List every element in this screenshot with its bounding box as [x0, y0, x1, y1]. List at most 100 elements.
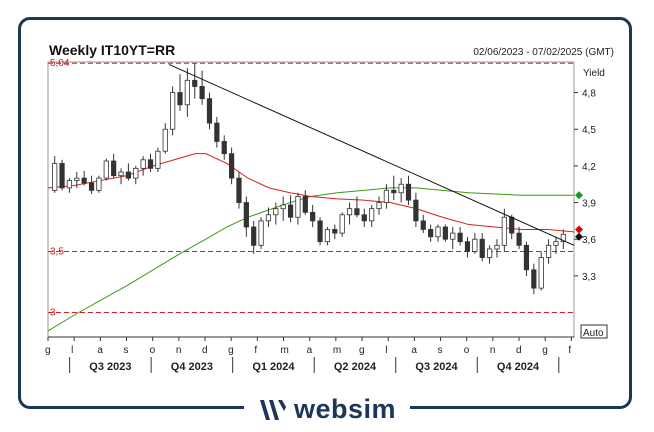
quarter-label: Q2 2024 [334, 361, 377, 373]
quarter-label: Q4 2023 [171, 361, 213, 373]
candle [206, 98, 213, 124]
candle [428, 229, 434, 238]
candle [398, 183, 404, 194]
candle [147, 159, 154, 169]
candle [553, 241, 559, 246]
y-tick-label: 4,2 [582, 162, 596, 173]
candle [221, 141, 227, 155]
candle [59, 163, 65, 189]
candle [184, 79, 190, 106]
candle [538, 257, 544, 289]
brand-name: websim [293, 394, 397, 424]
candle [66, 180, 73, 189]
candle [96, 177, 102, 191]
x-tick-label: s [124, 345, 129, 356]
candle [251, 226, 257, 246]
candle [560, 233, 566, 243]
x-tick-label: g [359, 345, 365, 356]
x-tick-label: m [281, 345, 289, 356]
price-marker-1 [575, 225, 583, 234]
chart-frame [18, 17, 632, 409]
reference-label-0: 5,04 [50, 58, 70, 69]
candle [81, 177, 87, 184]
candle [457, 232, 463, 243]
candle [243, 202, 249, 228]
candle [118, 171, 124, 177]
candle [162, 128, 168, 152]
candle [479, 238, 485, 258]
candle [420, 220, 426, 230]
price-marker-0 [575, 191, 583, 200]
candle [376, 202, 382, 210]
candle [177, 92, 183, 106]
candle [501, 216, 507, 246]
moving-average-long [47, 187, 574, 332]
candle [199, 86, 205, 100]
y-tick-label: 4,5 [582, 125, 596, 136]
candle [236, 177, 242, 203]
x-tick-label: a [411, 345, 417, 356]
candle [369, 208, 375, 222]
x-tick-label: n [490, 345, 496, 356]
candle [310, 211, 316, 222]
candle [494, 244, 500, 250]
candle [88, 182, 95, 191]
y-tick-label: 3,3 [582, 272, 596, 283]
candle [317, 220, 323, 243]
candle [383, 189, 390, 203]
x-tick-label: g [542, 345, 548, 356]
candle [509, 216, 515, 234]
candle [346, 208, 353, 216]
candle [486, 248, 493, 258]
y-axis-title: Yield [583, 68, 605, 79]
candle [133, 167, 139, 179]
x-tick-label: a [97, 345, 103, 356]
quarter-label: Q4 2024 [497, 361, 540, 373]
x-tick-label: f [568, 345, 571, 356]
plot-area [47, 61, 575, 338]
x-tick-label: l [385, 345, 387, 356]
quarter-label: Q3 2023 [89, 361, 131, 373]
x-tick-label: m [333, 345, 341, 356]
candle [332, 229, 338, 234]
candle [125, 171, 131, 179]
x-tick-label: s [438, 345, 443, 356]
x-tick-label: g [228, 345, 234, 356]
quarter-label: Q1 2024 [252, 361, 295, 373]
candle [111, 160, 117, 177]
candle [405, 183, 412, 201]
x-tick-label: f [254, 345, 257, 356]
chart-title: Weekly IT10YT=RR [49, 42, 176, 58]
candle [435, 226, 441, 238]
moving-average-short [47, 153, 575, 233]
candle [214, 122, 220, 142]
reference-label-2: 3 [50, 308, 56, 319]
websim-logo-icon [259, 399, 286, 420]
x-tick-label: o [150, 345, 156, 356]
candle [464, 241, 471, 252]
x-tick-label: l [71, 345, 73, 356]
candle [354, 208, 360, 216]
candle [450, 232, 456, 240]
candle [531, 269, 537, 289]
candle [228, 153, 235, 179]
reference-label-1: 3,5 [50, 246, 64, 257]
auto-scale-label: Auto [583, 328, 604, 339]
candle [155, 150, 161, 169]
candle [413, 199, 419, 222]
candle [361, 214, 367, 222]
x-tick-label: n [176, 345, 182, 356]
candle [295, 196, 301, 218]
trendline [168, 63, 575, 246]
y-tick-label: 3,9 [582, 199, 596, 210]
quarter-label: Q3 2024 [415, 361, 458, 373]
candle [516, 232, 522, 246]
candle [324, 229, 331, 243]
candle [265, 214, 272, 222]
candle [339, 214, 345, 234]
candle [74, 177, 80, 181]
auto-scale-button[interactable]: Auto [580, 324, 608, 339]
candle [192, 79, 198, 87]
candle [103, 160, 109, 179]
